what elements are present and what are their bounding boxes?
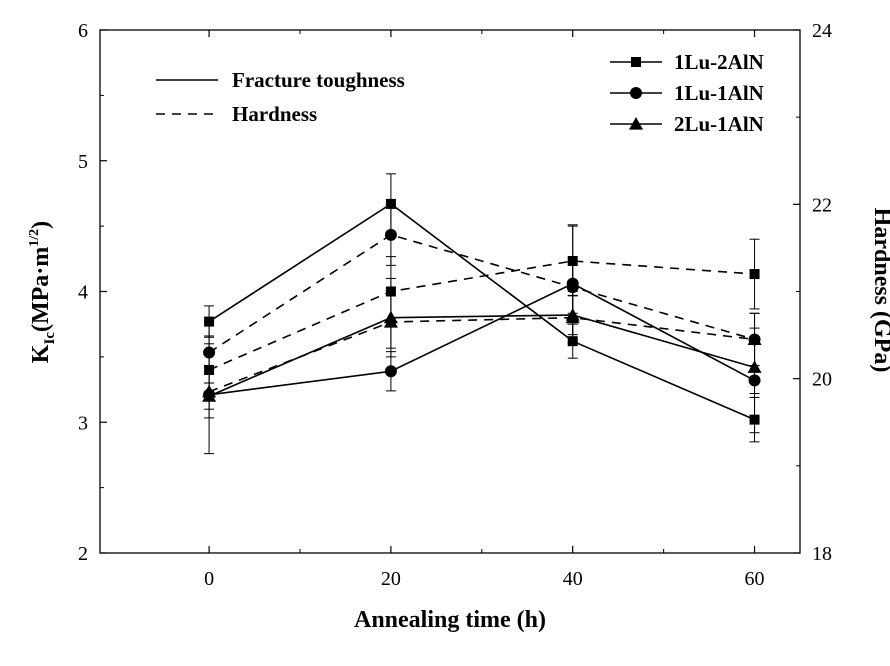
hardness-point <box>747 332 762 346</box>
x-tick-label: 40 <box>563 568 583 590</box>
hardness-point <box>566 281 579 294</box>
y-right-tick-label: 22 <box>812 194 832 216</box>
toughness-line <box>208 202 755 421</box>
y-left-tick-label: 2 <box>78 543 88 565</box>
plot-border <box>99 29 801 554</box>
y-left-title-sup: 1/2 <box>27 229 42 247</box>
legend-series-label: 1Lu-2AlN <box>674 50 764 74</box>
legend-line-label: Fracture toughness <box>232 68 405 92</box>
hardness-point <box>202 384 217 398</box>
y-left-tick-label: 5 <box>78 151 88 173</box>
hardness-point <box>565 310 580 324</box>
y-left-title-units: (MPa·m <box>28 247 54 332</box>
y-left-tick-label: 6 <box>78 20 88 42</box>
x-tick-label: 20 <box>381 568 401 590</box>
legend-series-marker <box>629 117 643 130</box>
x-axis-title: Annealing time (h) <box>354 607 546 633</box>
y-left-tick-label: 4 <box>78 282 88 304</box>
legend-series-label: 1Lu-1AlN <box>674 81 764 105</box>
plot-frame <box>99 29 801 554</box>
toughness-line <box>208 282 755 396</box>
toughness-point <box>384 365 397 378</box>
x-tick-label: 0 <box>204 568 214 590</box>
y-right-tick-label: 24 <box>812 20 832 42</box>
legend-series-marker <box>630 87 642 99</box>
toughness-point <box>747 360 762 373</box>
y-axis-left-title: KIc(MPa·m1/2) <box>27 221 58 363</box>
legend-series-label: 2Lu-1AlN <box>674 112 764 136</box>
hardness-point <box>203 346 216 359</box>
x-tick-label: 60 <box>745 568 765 590</box>
legend-line-style: Fracture toughness Hardness <box>156 68 405 126</box>
series-layer <box>202 173 762 455</box>
y-left-title-close: ) <box>28 221 54 229</box>
legend-series: 1Lu-2AlN 1Lu-1AlN 2Lu-1AlN <box>610 50 764 136</box>
hardness-line <box>208 260 755 371</box>
svg-text:KIc(MPa·m1/2): KIc(MPa·m1/2) <box>27 221 58 363</box>
hardness-point <box>384 228 397 241</box>
legend-series-marker <box>631 57 641 67</box>
hardness-line <box>208 233 755 354</box>
y-left-title-sub: Ic <box>42 332 58 345</box>
y-axis-right-title: Hardness (GPa) <box>869 208 890 373</box>
hardness-line <box>208 316 755 393</box>
series-1lu-1aln <box>203 203 761 455</box>
axis-tick-labels: 0 20 40 60 2 3 4 5 6 18 20 22 24 <box>78 20 832 590</box>
legend-line-label: Hardness <box>232 102 317 126</box>
axis-ticks <box>100 29 800 554</box>
series-1lu-2aln <box>204 173 760 443</box>
hardness-point <box>383 315 398 328</box>
y-left-tick-label: 3 <box>78 412 88 434</box>
hardness-point <box>749 269 760 280</box>
y-right-tick-label: 18 <box>812 543 832 565</box>
series-2lu-1aln <box>202 277 762 419</box>
y-right-tick-label: 20 <box>812 369 832 391</box>
y-left-title-main: K <box>28 344 54 363</box>
